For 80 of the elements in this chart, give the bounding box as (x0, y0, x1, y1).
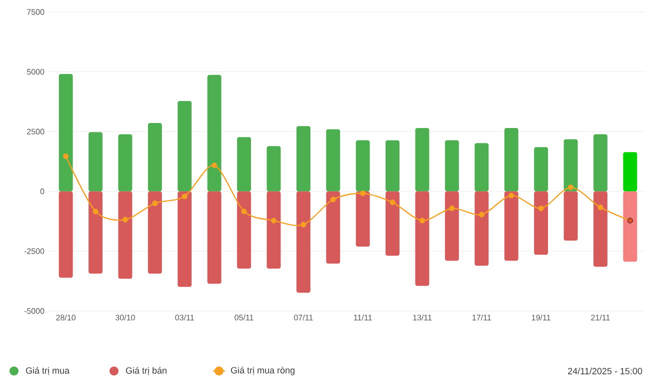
legend-label: Giá trị bán (126, 366, 166, 375)
point (598, 204, 604, 210)
point (182, 194, 188, 200)
point (627, 218, 633, 224)
bar (178, 100, 192, 192)
bar (534, 191, 548, 255)
bar (237, 191, 252, 269)
bar (504, 191, 518, 261)
bar (58, 191, 73, 278)
bar (623, 152, 638, 192)
y-tick-label: 0 (40, 188, 44, 194)
bar (415, 128, 430, 192)
bar (326, 191, 340, 264)
bar (593, 191, 608, 267)
x-tick-label: 17/11 (472, 314, 491, 320)
legend-label: Giá trị mua ròng (230, 366, 294, 376)
point (538, 206, 544, 212)
point (122, 216, 128, 222)
bar (504, 128, 518, 192)
x-tick-label: 11/11 (354, 314, 372, 320)
point (270, 218, 277, 224)
bar (266, 146, 281, 192)
bar (296, 126, 310, 192)
bar (296, 191, 310, 293)
y-tick-label: 7500 (27, 9, 44, 15)
bar (564, 191, 578, 241)
bar (444, 191, 459, 261)
bar (564, 139, 578, 192)
point (419, 218, 426, 224)
bar (534, 147, 548, 192)
point (63, 153, 69, 160)
x-tick-label: 03/11 (175, 314, 194, 320)
bar (593, 134, 608, 192)
point (241, 208, 247, 214)
bar (88, 132, 103, 192)
x-tick-label: 05/11 (234, 314, 254, 320)
bar (356, 140, 370, 192)
bar (58, 74, 73, 192)
y-tick-label: 2500 (27, 128, 44, 134)
bar (386, 191, 400, 256)
bar (178, 191, 192, 287)
point (360, 190, 366, 196)
point (212, 162, 218, 168)
point (92, 208, 98, 214)
y-tick-label: 5000 (26, 68, 44, 75)
bar (118, 134, 132, 192)
x-tick-label: 28/10 (56, 314, 76, 320)
bar (623, 191, 638, 262)
point (330, 196, 336, 202)
bar (474, 191, 489, 266)
bar (118, 191, 132, 279)
y-tick-label: -5000 (24, 308, 44, 314)
point (152, 200, 158, 206)
text: 24/11/2025 - 15:00 (568, 368, 642, 374)
legend-label: Giá trị mua (26, 366, 70, 375)
x-tick-label: 30/10 (116, 314, 135, 320)
point (478, 212, 484, 218)
bar (326, 129, 340, 192)
bar (386, 140, 400, 192)
point (390, 200, 396, 206)
bar (415, 191, 430, 286)
point (300, 222, 306, 228)
bar (474, 143, 489, 192)
y-tick-label: -2500 (24, 248, 44, 254)
x-tick-label: 21/11 (591, 314, 610, 320)
point (508, 192, 514, 198)
bar (444, 140, 459, 192)
bar (237, 137, 252, 192)
bar (266, 191, 281, 269)
bar (148, 191, 162, 274)
x-tick-label: 19/11 (532, 314, 550, 320)
bar (148, 122, 162, 192)
x-tick-label: 07/11 (294, 314, 313, 320)
bar (207, 191, 222, 284)
point (449, 206, 455, 212)
x-tick-label: 13/11 (413, 314, 432, 320)
bar (207, 74, 222, 192)
point (568, 184, 574, 190)
bar (88, 191, 103, 274)
bar (356, 191, 370, 247)
